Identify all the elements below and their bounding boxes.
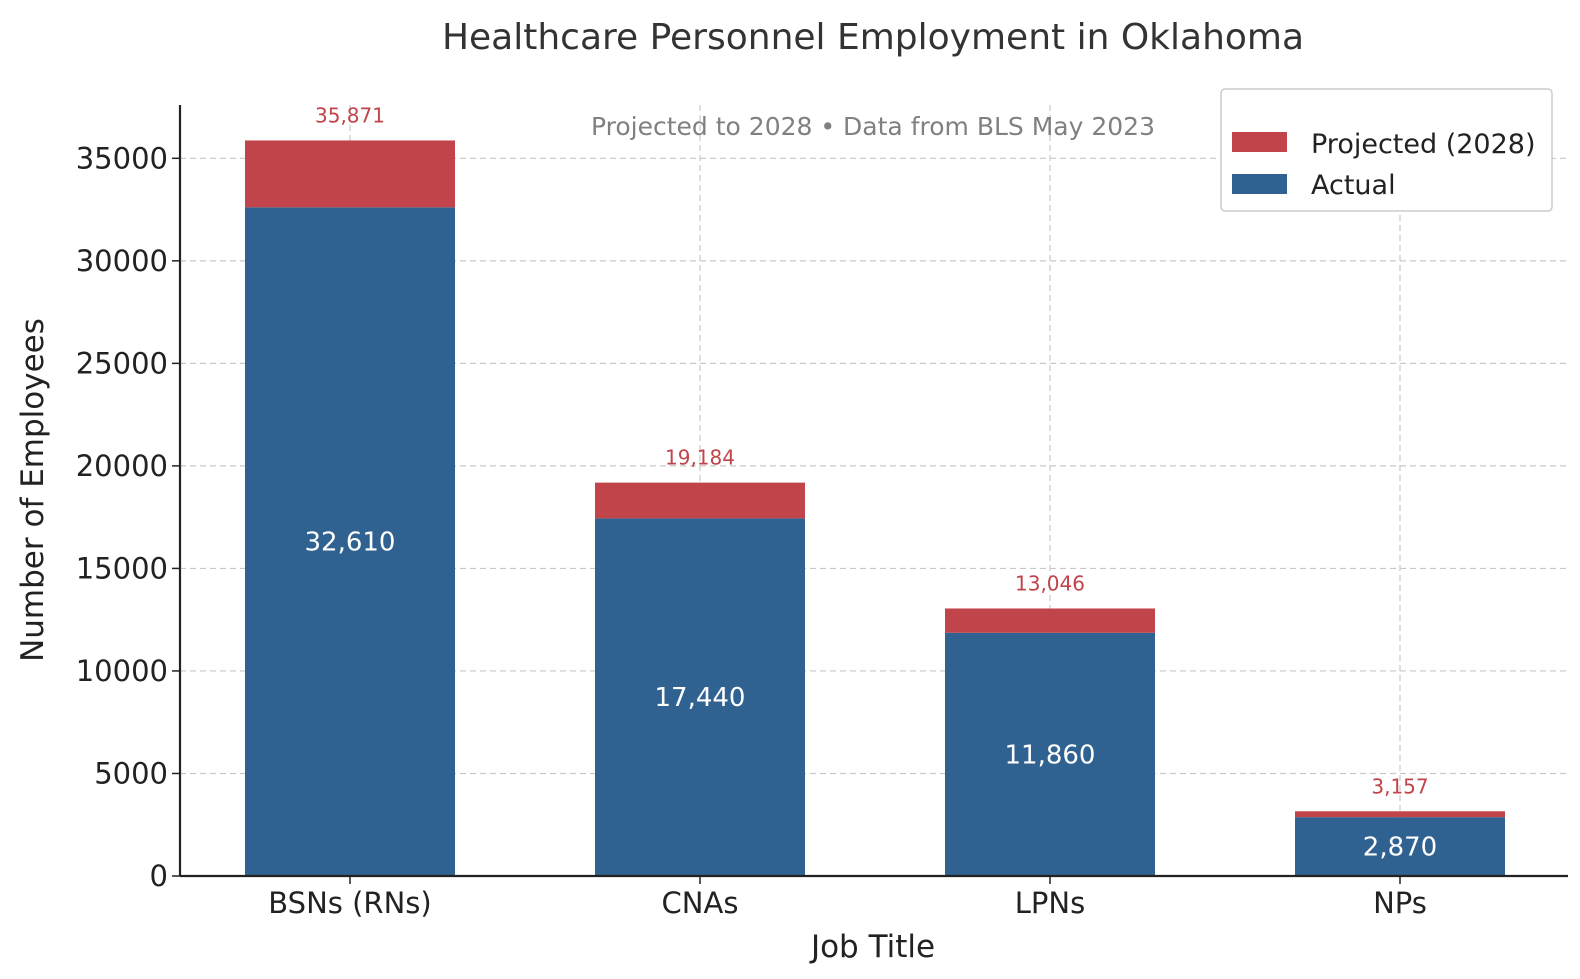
total-value-label: 13,046 xyxy=(1015,571,1085,595)
x-tick-label: NPs xyxy=(1373,886,1427,920)
x-tick-label: CNAs xyxy=(662,886,739,920)
bar-projected xyxy=(595,482,805,519)
chart-title: Healthcare Personnel Employment in Oklah… xyxy=(442,17,1304,58)
bar-projected xyxy=(245,140,455,208)
bar-actual xyxy=(945,632,1155,876)
legend-label-projected: Projected (2028) xyxy=(1311,129,1536,160)
bar-actual xyxy=(595,518,805,876)
chart-subtitle: Projected to 2028 • Data from BLS May 20… xyxy=(591,112,1155,141)
total-value-label: 19,184 xyxy=(665,446,735,470)
x-axis-label: Job Title xyxy=(809,929,935,965)
actual-value-label: 32,610 xyxy=(305,528,396,558)
y-tick-label: 20000 xyxy=(76,449,168,483)
y-axis-label: Number of Employees xyxy=(15,318,51,662)
y-tick-label: 15000 xyxy=(76,551,168,585)
legend-box xyxy=(1220,88,1553,212)
y-tick-label: 25000 xyxy=(76,346,168,380)
bar-actual xyxy=(1295,817,1505,876)
actual-value-label: 11,860 xyxy=(1005,740,1096,770)
axes xyxy=(178,105,1568,878)
bar-projected xyxy=(1295,811,1505,818)
y-tick-label: 10000 xyxy=(76,654,168,688)
legend: Projected (2028) Actual xyxy=(1220,88,1553,212)
y-tick-label: 0 xyxy=(150,859,168,893)
total-value-label: 35,871 xyxy=(315,103,385,127)
bar-projected xyxy=(945,608,1155,633)
actual-value-label: 17,440 xyxy=(655,683,746,713)
legend-swatch-projected xyxy=(1232,132,1287,152)
tick-labels: 0 5000 10000 15000 20000 25000 30000 35000 BSNs … xyxy=(76,141,1427,920)
total-value-label: 3,157 xyxy=(1371,774,1428,798)
bar-actual xyxy=(245,207,455,877)
actual-value-label: 2,870 xyxy=(1363,833,1437,863)
data-labels: 32,610 35,871 17,440 19,184 11,860 13,046 2,87… xyxy=(305,103,1438,862)
legend-swatch-actual xyxy=(1232,174,1287,194)
y-tick-label: 35000 xyxy=(76,141,168,175)
legend-label-actual: Actual xyxy=(1311,170,1396,201)
x-tick-label: LPNs xyxy=(1015,886,1085,920)
y-tick-label: 5000 xyxy=(94,756,168,790)
y-tick-label: 30000 xyxy=(76,244,168,278)
bars xyxy=(245,140,1505,877)
x-tick-label: BSNs (RNs) xyxy=(268,886,431,920)
